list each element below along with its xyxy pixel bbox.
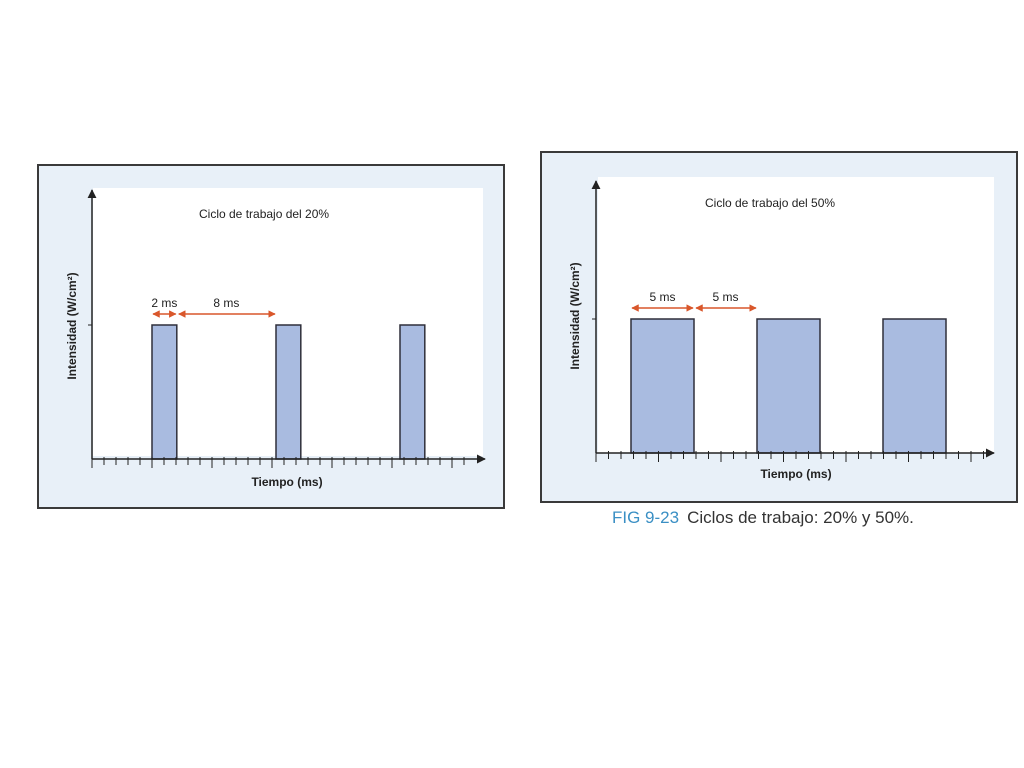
pulse-bar-2 (275, 324, 302, 460)
pulse-bar-1 (630, 318, 695, 454)
pulse-bar-3 (399, 324, 426, 460)
off-time-label: 5 ms (712, 290, 738, 304)
on-time-label: 5 ms (649, 290, 675, 304)
chart-title: Ciclo de trabajo del 20% (199, 207, 329, 221)
duty-cycle-50-diagram: Ciclo de trabajo del 50% Tiempo (ms) Inten… (568, 180, 995, 481)
x-axis-label: Tiempo (ms) (251, 475, 322, 489)
figure-number: FIG 9-23 (612, 508, 680, 527)
figure-caption: FIG 9-23 Ciclos de trabajo: 20% y 50%. (612, 508, 914, 528)
pulse-bar-3 (882, 318, 947, 454)
chart-title: Ciclo de trabajo del 50% (705, 196, 835, 210)
figure-caption-text: Ciclos de trabajo: 20% y 50%. (687, 508, 914, 527)
pulse-bar-2 (756, 318, 821, 454)
chart-panel-20: Ciclo de trabajo del 20% Tiempo (ms) Inten… (37, 164, 505, 509)
chart-panel-50: Ciclo de trabajo del 50% Tiempo (ms) Inten… (540, 151, 1018, 503)
on-time-label: 2 ms (151, 296, 177, 310)
pulse-bar-1 (151, 324, 178, 460)
y-axis-label: Intensidad (W/cm²) (568, 262, 582, 369)
x-axis-label: Tiempo (ms) (760, 467, 831, 481)
duty-cycle-20-diagram: Ciclo de trabajo del 20% Tiempo (ms) Inten… (65, 189, 486, 489)
y-axis-label: Intensidad (W/cm²) (65, 272, 79, 379)
off-time-label: 8 ms (213, 296, 239, 310)
